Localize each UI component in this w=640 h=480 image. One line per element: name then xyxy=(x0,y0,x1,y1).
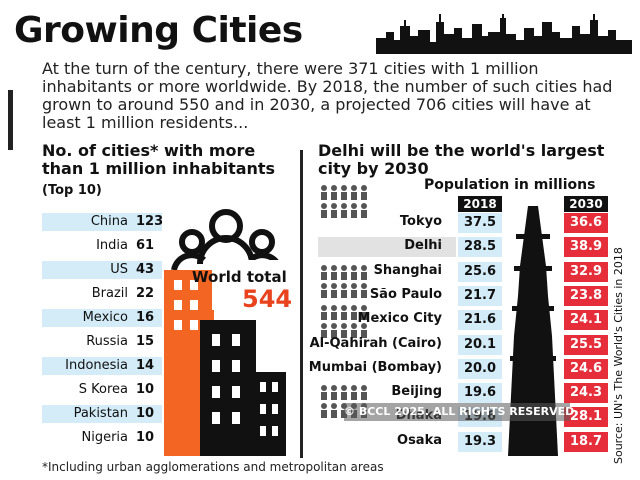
col-header-2018: 2018 xyxy=(458,196,502,212)
country-row: Russia 15 xyxy=(42,333,162,351)
world-total-label: World total xyxy=(192,268,287,286)
country-city-count: 10 xyxy=(136,430,155,445)
country-city-count: 14 xyxy=(136,358,155,373)
country-city-count: 43 xyxy=(136,262,155,277)
city-name: São Paulo xyxy=(369,286,442,302)
city-name: Osaka xyxy=(397,432,442,448)
country-name: Brazil xyxy=(91,286,128,301)
intro-paragraph: At the turn of the century, there were 3… xyxy=(42,59,613,132)
city-name: Al-Qahirah (Cairo) xyxy=(309,335,442,351)
footnote: *Including urban agglomerations and metr… xyxy=(42,460,384,474)
country-name: China xyxy=(90,214,128,229)
panel-divider xyxy=(300,150,303,458)
city-row: Mexico City 21.6 24.1 xyxy=(318,309,610,331)
city-row: Shanghai 25.6 32.9 xyxy=(318,261,610,283)
population-2018: 20.1 xyxy=(458,334,502,355)
country-city-count: 22 xyxy=(136,286,155,301)
country-city-count: 123 xyxy=(136,214,164,229)
city-name: Mexico City xyxy=(357,311,442,327)
country-name: Indonesia xyxy=(65,358,128,373)
left-chart-subtitle: (Top 10) xyxy=(42,183,102,198)
population-2018: 19.3 xyxy=(458,431,502,452)
population-2030: 36.6 xyxy=(564,213,608,233)
country-city-count: 10 xyxy=(136,382,155,397)
country-row: Nigeria 10 xyxy=(42,429,162,447)
city-row: Al-Qahirah (Cairo) 20.1 25.5 xyxy=(310,334,610,356)
right-chart-title: Delhi will be the world's largest city b… xyxy=(318,141,605,178)
page-title: Growing Cities xyxy=(14,10,303,51)
country-city-count: 16 xyxy=(136,310,155,325)
city-row: Beijing 19.6 24.3 xyxy=(318,382,610,404)
population-2030: 18.7 xyxy=(564,431,608,452)
country-row: Indonesia 14 xyxy=(42,357,162,375)
population-2018: 19.6 xyxy=(458,383,502,404)
country-row: India 61 xyxy=(42,237,162,255)
col-header-2030: 2030 xyxy=(564,196,608,212)
country-city-count: 10 xyxy=(136,406,155,421)
skyline-illustration xyxy=(376,14,632,54)
population-2030: 38.9 xyxy=(564,237,608,258)
country-name: US xyxy=(110,262,128,277)
accent-bar xyxy=(8,90,13,150)
watermark: © BCCL 2025. ALL RIGHTS RESERVED. xyxy=(344,403,578,421)
population-2030: 24.1 xyxy=(564,310,608,331)
city-name: Beijing xyxy=(391,384,442,400)
population-2030: 25.5 xyxy=(564,334,608,355)
world-total-value: 544 xyxy=(242,285,293,313)
city-name: Shanghai xyxy=(373,262,442,278)
country-row: S Korea 10 xyxy=(42,381,162,399)
country-name: Nigeria xyxy=(81,430,128,445)
country-row: Mexico 16 xyxy=(42,309,162,327)
city-row: Osaka 19.3 18.7 xyxy=(318,431,610,453)
population-2018: 25.6 xyxy=(458,261,502,282)
source-note: Source: UN's The World's Cities in 2018 xyxy=(612,247,625,464)
country-name: Russia xyxy=(86,334,128,349)
city-name: Delhi xyxy=(404,238,442,254)
population-2018: 28.5 xyxy=(458,237,502,258)
population-2030: 24.6 xyxy=(564,358,608,379)
population-2018: 20.0 xyxy=(458,358,502,379)
population-2030: 23.8 xyxy=(564,285,608,306)
population-2018: 21.6 xyxy=(458,310,502,331)
country-name: Mexico xyxy=(82,310,128,325)
city-row: Delhi 28.5 38.9 xyxy=(318,236,610,258)
world-total-illustration xyxy=(164,209,298,456)
country-name: India xyxy=(96,238,128,253)
population-2018: 37.5 xyxy=(458,213,502,233)
population-2030: 24.3 xyxy=(564,383,608,404)
qutub-minar-illustration xyxy=(508,206,558,456)
city-row: Tokyo 37.5 36.6 xyxy=(318,212,610,234)
city-name: Tokyo xyxy=(399,214,442,229)
population-2030: 32.9 xyxy=(564,261,608,282)
country-row: US 43 xyxy=(42,261,162,279)
city-row: Mumbai (Bombay) 20.0 24.6 xyxy=(309,358,610,380)
city-name: Mumbai (Bombay) xyxy=(308,359,442,375)
population-2018: 21.7 xyxy=(458,285,502,306)
right-chart-subtitle: Population in millions xyxy=(424,177,596,193)
city-row: São Paulo 21.7 23.8 xyxy=(318,285,610,307)
country-row: China 123 xyxy=(42,213,164,231)
country-city-count: 61 xyxy=(136,238,155,253)
country-name: S Korea xyxy=(78,382,128,397)
crowd-illustration xyxy=(321,185,367,418)
population-2030: 28.1 xyxy=(564,407,608,428)
country-row: Pakistan 10 xyxy=(42,405,162,423)
country-row: Brazil 22 xyxy=(42,285,162,303)
country-city-count: 15 xyxy=(136,334,155,349)
country-name: Pakistan xyxy=(73,406,128,421)
left-chart-title: No. of cities* with more than 1 million … xyxy=(42,141,276,178)
